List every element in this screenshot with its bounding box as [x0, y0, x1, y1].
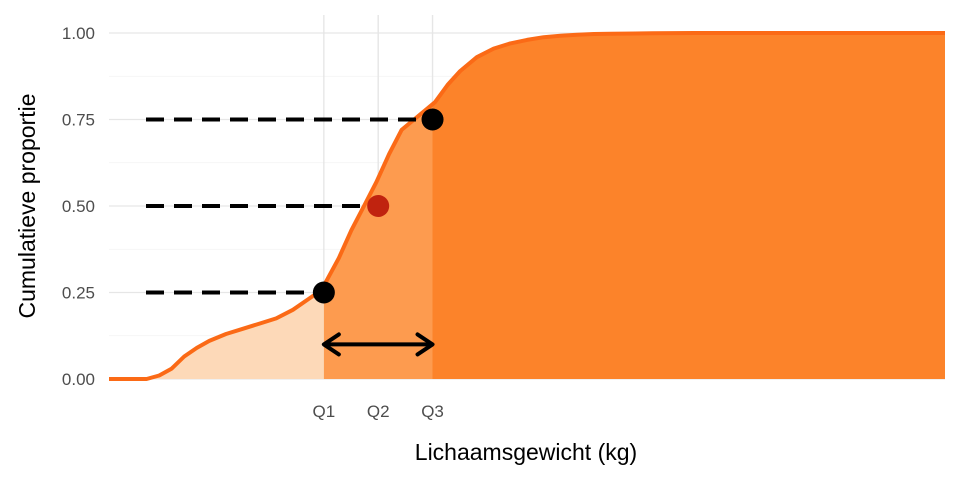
cdf-line-layer	[109, 31, 945, 381]
point-q3	[421, 108, 444, 131]
area-above-q3	[432, 33, 945, 379]
x-tick-label-q1: Q1	[313, 402, 336, 421]
area-below-q1	[109, 285, 324, 379]
quartile-points	[312, 108, 444, 304]
point-q1	[312, 281, 335, 304]
iqr-arrow-head-right	[415, 332, 435, 357]
y-tick-label: 0.75	[62, 111, 95, 130]
y-tick-label: 0.50	[62, 197, 95, 216]
y-tick-label: 0.00	[62, 370, 95, 389]
y-tick-label: 1.00	[62, 24, 95, 43]
y-axis-ticks: 0.00 0.25 0.50 0.75 1.00	[62, 24, 95, 389]
x-axis-title: Lichaamsgewicht (kg)	[415, 439, 637, 465]
area-fills	[109, 33, 945, 380]
x-tick-label-q3: Q3	[421, 402, 444, 421]
x-axis-ticks: Q1 Q2 Q3	[313, 402, 444, 421]
x-tick-label-q2: Q2	[367, 402, 390, 421]
area-interquartile	[323, 104, 433, 380]
y-axis-title: Cumulatieve proportie	[14, 93, 40, 318]
y-tick-label: 0.25	[62, 284, 95, 303]
quartile-guides	[146, 117, 433, 295]
iqr-arrow	[321, 332, 435, 357]
cdf-line	[109, 31, 945, 381]
point-q2	[367, 195, 390, 217]
iqr-arrow-head-left	[321, 332, 341, 357]
